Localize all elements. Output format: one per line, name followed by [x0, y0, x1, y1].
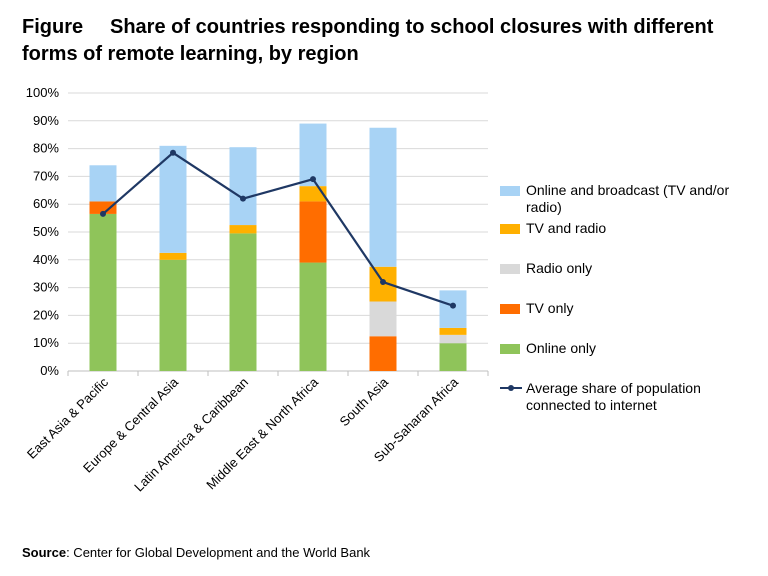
bar-online-and-broadcast: [369, 127, 397, 267]
bar-online-only: [159, 259, 187, 371]
figure-label: Figure: [22, 16, 84, 38]
legend-swatch-online-and-broadcast: [500, 186, 520, 196]
chart-legend: Online and broadcast (TV and/or radio) T…: [500, 182, 762, 414]
internet-share-point: [310, 176, 316, 183]
y-tick-label: 70%: [33, 168, 59, 183]
legend-label-radio-only: Radio only: [526, 260, 593, 276]
legend-label-online-and-broadcast: Online and broadcast (TV and/or radio): [526, 182, 730, 215]
title-text-2: forms of remote learning, by region: [22, 43, 359, 65]
title-text-1: Share of countries responding to school …: [110, 16, 714, 38]
bar-online-and-broadcast: [229, 147, 257, 226]
bar-online-only: [229, 233, 257, 371]
x-tick-label-latin-america-and-caribbean: Latin America & Caribbean: [131, 375, 251, 495]
y-tick-label: 100%: [26, 85, 60, 100]
bar-online-and-broadcast: [159, 145, 187, 253]
internet-share-point: [450, 302, 456, 309]
legend-label-online-only: Online only: [526, 340, 597, 356]
y-tick-label: 40%: [33, 252, 59, 267]
legend-item-online-and-broadcast: Online and broadcast (TV and/or radio): [500, 182, 762, 216]
legend-item-tv-only: TV only: [500, 300, 762, 317]
legend-label-internet-line: Average share of population connected to…: [526, 380, 701, 413]
x-tick-label-middle-east-and-north-africa: Middle East & North Africa: [203, 374, 321, 492]
bar-online-only: [439, 343, 467, 371]
legend-swatch-tv-and-radio: [500, 224, 520, 234]
source-note: Source: Center for Global Development an…: [22, 545, 370, 560]
legend-swatch-tv-only: [500, 304, 520, 314]
legend-item-radio-only: Radio only: [500, 260, 762, 277]
y-tick-label: 50%: [33, 224, 59, 239]
legend-label-tv-and-radio: TV and radio: [526, 220, 607, 236]
bar-online-and-broadcast: [439, 290, 467, 328]
bar-tv-and-radio: [159, 252, 187, 260]
y-tick-label: 0%: [40, 363, 59, 378]
legend-item-tv-and-radio: TV and radio: [500, 220, 762, 237]
internet-share-point: [170, 149, 176, 156]
y-tick-label: 10%: [33, 335, 59, 350]
bar-tv-and-radio: [439, 327, 467, 335]
bar-tv-only: [299, 201, 327, 263]
legend-label-tv-only: TV only: [526, 300, 574, 316]
y-tick-label: 20%: [33, 307, 59, 322]
y-tick-label: 60%: [33, 196, 59, 211]
bar-tv-only: [369, 336, 397, 371]
source-label: Source: [22, 545, 67, 560]
bar-online-and-broadcast: [89, 165, 117, 202]
internet-share-point: [100, 210, 106, 217]
bar-tv-and-radio: [229, 225, 257, 234]
title-line-1: Figure Share of countries responding to s…: [22, 14, 752, 41]
y-tick-label: 30%: [33, 280, 59, 295]
legend-swatch-internet-line: [500, 385, 522, 391]
x-tick-label-south-asia: South Asia: [337, 374, 392, 429]
y-tick-label: 80%: [33, 141, 59, 156]
bar-online-only: [89, 213, 117, 371]
legend-swatch-online-only: [500, 344, 520, 354]
internet-share-line: [102, 151, 454, 307]
source-text: : Center for Global Development and the …: [66, 545, 371, 560]
bar-online-and-broadcast: [299, 123, 327, 187]
bar-tv-only: [89, 201, 117, 214]
bar-online-only: [299, 262, 327, 371]
internet-share-point: [380, 279, 386, 286]
chart-title: Figure Share of countries responding to s…: [22, 14, 752, 68]
y-tick-label: 90%: [33, 113, 59, 128]
bar-radio-only: [369, 301, 397, 337]
bar-radio-only: [439, 334, 467, 344]
internet-share-point: [240, 195, 246, 202]
legend-swatch-radio-only: [500, 264, 520, 274]
legend-item-internet-line: Average share of population connected to…: [500, 380, 762, 414]
legend-item-online-only: Online only: [500, 340, 762, 357]
